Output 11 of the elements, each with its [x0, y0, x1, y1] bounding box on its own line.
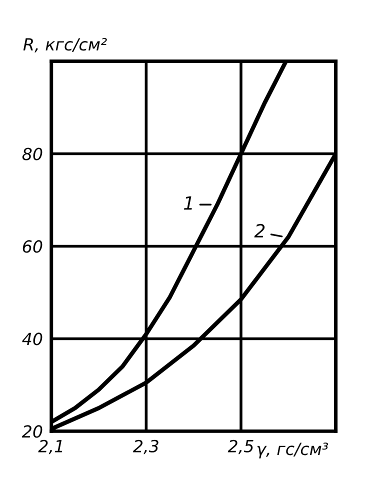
y-tick-label: 40	[22, 332, 42, 346]
y-tick-label: 80	[22, 148, 42, 160]
y-tick-label: 20	[22, 425, 42, 438]
x-tick-label: 2,5	[228, 440, 254, 454]
y-tick-label: 60	[22, 240, 42, 253]
y-axis-title: R, кгс/см²	[23, 38, 107, 52]
x-axis-title: γ, гс/см³	[257, 442, 328, 458]
x-tick-label: 2,1	[38, 440, 62, 454]
legend-label: 2	[254, 224, 265, 238]
legend-label: 1	[184, 196, 192, 210]
x-tick-label: 2,3	[133, 440, 158, 454]
